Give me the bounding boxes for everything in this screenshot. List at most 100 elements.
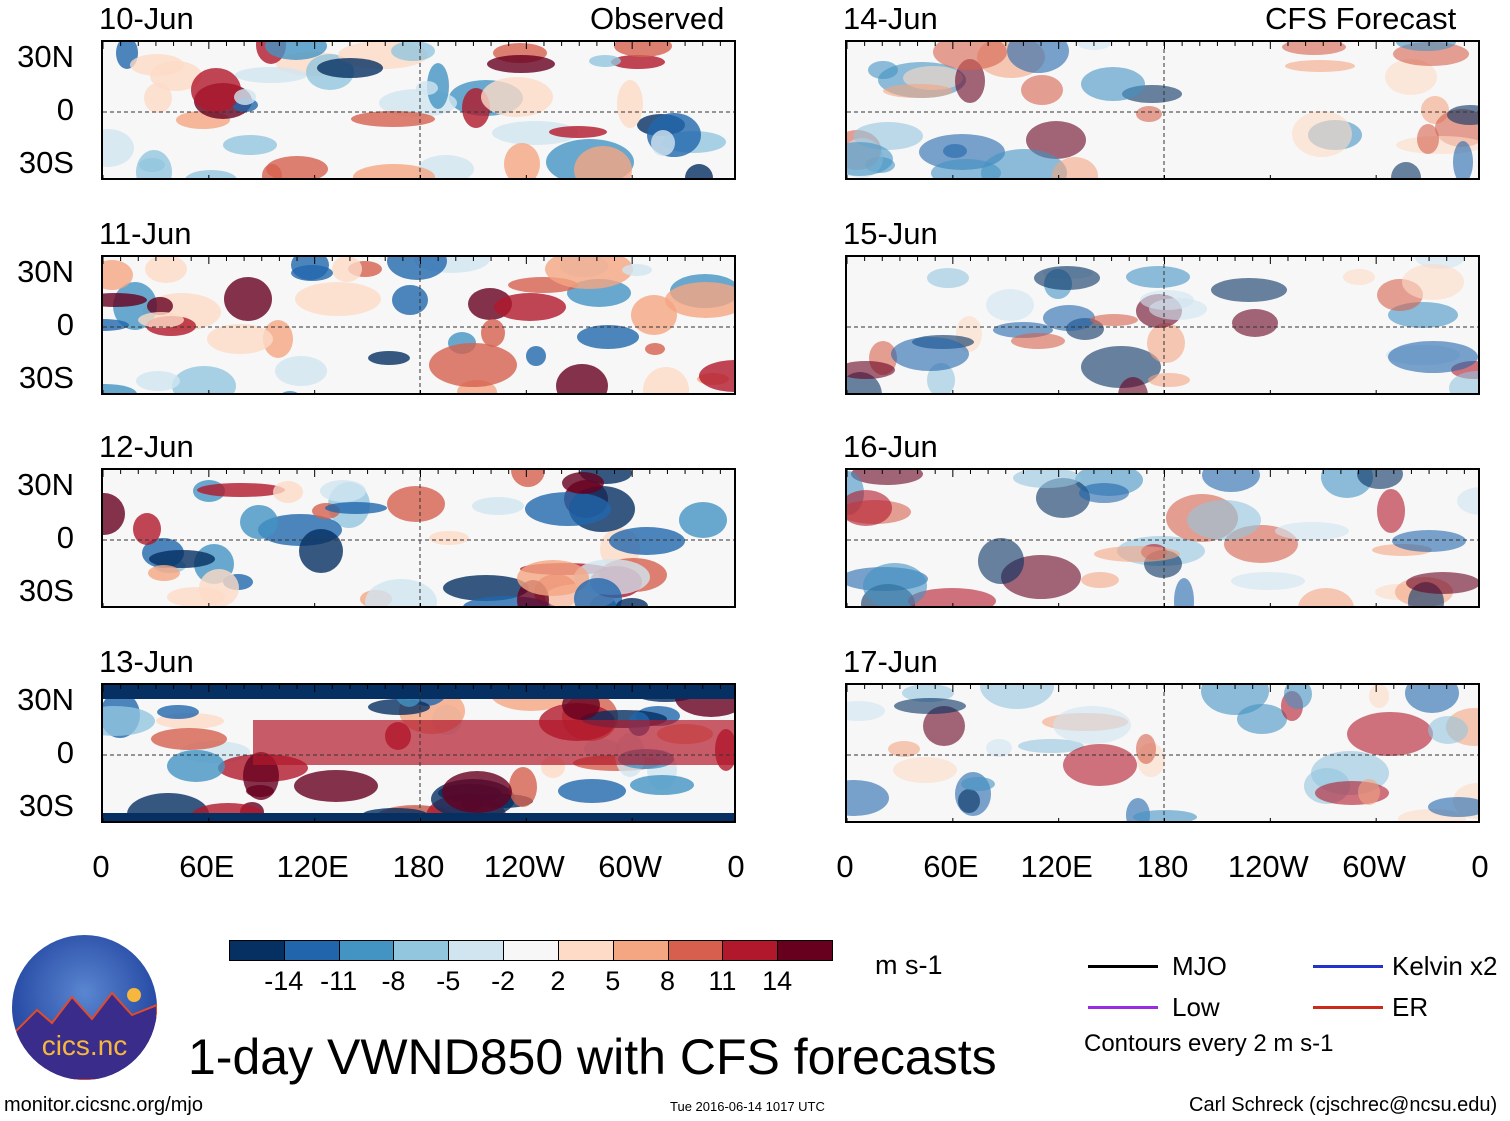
panel-date: 14-Jun <box>843 1 938 36</box>
anomaly-blob <box>1428 716 1468 744</box>
anomaly-blob <box>325 502 387 514</box>
colorbar-label: 5 <box>605 966 621 996</box>
lat-label: 0 <box>56 307 74 342</box>
legend-kelvin-line <box>1313 965 1383 968</box>
anomaly-blob <box>138 312 184 328</box>
colorbar-bin <box>557 940 614 961</box>
forecast-header: CFS Forecast <box>1265 1 1457 36</box>
anomaly-blob <box>1388 341 1478 373</box>
anomaly-blob <box>1079 483 1129 503</box>
anomaly-blob <box>157 705 199 719</box>
anomaly-blob <box>853 122 923 150</box>
anomaly-blob <box>574 146 632 178</box>
anomaly-blob <box>1385 59 1437 95</box>
lon-label: 0 <box>836 849 854 884</box>
anomaly-blob <box>1357 470 1403 489</box>
anomaly-blob <box>574 578 622 606</box>
colorbar-label: -2 <box>491 966 516 996</box>
anomaly-blob <box>558 779 626 803</box>
anomaly-blob <box>291 265 333 281</box>
footer-url[interactable]: monitor.cicsnc.org/mjo <box>4 1094 203 1116</box>
anomaly-blob <box>387 486 445 522</box>
anomaly-blob <box>1034 266 1100 290</box>
colorbar-label: -11 <box>320 966 358 996</box>
anomaly-blob <box>630 775 694 795</box>
map-panel <box>101 468 736 608</box>
anomaly-blob <box>847 361 895 379</box>
footer-author: Carl Schreck (cjschrec@ncsu.edu) <box>1189 1094 1498 1116</box>
anomaly-blob <box>427 63 449 109</box>
anomaly-blob <box>699 360 734 392</box>
anomaly-blob <box>130 54 184 76</box>
map-panel <box>101 40 736 180</box>
lon-label: 180 <box>1136 849 1189 884</box>
map-panel <box>101 683 736 823</box>
lon-label: 120E <box>276 849 349 884</box>
anomaly-blob <box>1457 487 1478 515</box>
map-panel <box>101 255 736 395</box>
anomaly-blob <box>1043 305 1095 331</box>
anomaly-blob <box>494 293 566 321</box>
anomaly-blob <box>525 492 611 526</box>
anomaly-blob <box>1284 685 1312 709</box>
anomaly-blob <box>139 158 165 172</box>
panel-date: 15-Jun <box>843 216 938 251</box>
anomaly-blob <box>103 260 133 290</box>
anomaly-blob <box>429 531 469 545</box>
anomaly-blob <box>1347 712 1433 756</box>
anomaly-blob <box>234 89 256 105</box>
map-panel <box>845 255 1480 395</box>
anomaly-blob <box>622 264 652 276</box>
anomaly-blob <box>265 42 327 60</box>
panel-date: 13-Jun <box>99 644 194 679</box>
anomaly-blob <box>1377 489 1405 533</box>
anomaly-blob <box>144 83 172 113</box>
anomaly-blob <box>616 598 648 606</box>
anomaly-blob <box>368 351 410 365</box>
anomaly-blob <box>1018 739 1084 753</box>
anomaly-blob <box>609 527 685 555</box>
anomaly-blob <box>240 505 278 539</box>
anomaly-blob <box>1406 572 1478 594</box>
anomaly-blob <box>481 319 505 347</box>
anomaly-blob <box>923 706 965 746</box>
footer-timestamp: Tue 2016-06-14 1017 UTC <box>670 1099 825 1114</box>
anomaly-blob <box>1202 470 1260 492</box>
observed-header: Observed <box>590 1 725 36</box>
anomaly-blob <box>645 343 665 355</box>
anomaly-blob <box>888 741 920 757</box>
anomaly-blob <box>1402 264 1464 300</box>
anomaly-blob <box>1292 111 1352 157</box>
colorbar-bin <box>338 940 395 961</box>
lat-label: 30S <box>18 573 74 608</box>
lon-label: 120W <box>1227 849 1309 884</box>
anomaly-blob <box>1013 470 1081 488</box>
anomaly-blob <box>1136 734 1156 764</box>
anomaly-blob <box>617 80 643 128</box>
anomaly-blob <box>266 156 328 178</box>
lat-label: 30N <box>17 682 74 717</box>
anomaly-blob <box>1343 269 1375 285</box>
legend-kelvin: Kelvin x2 <box>1392 951 1498 981</box>
anomaly-blob <box>429 343 517 387</box>
panel-date: 10-Jun <box>99 1 194 36</box>
lon-label: 120E <box>1020 849 1093 884</box>
anomaly-blob <box>263 320 293 358</box>
anomaly-blob <box>103 384 137 393</box>
legend-mjo: MJO <box>1172 951 1227 981</box>
anomaly-blob <box>133 513 161 545</box>
anomaly-blob <box>1405 685 1459 713</box>
anomaly-blob <box>1174 578 1194 606</box>
anomaly-blob <box>863 563 927 606</box>
lat-label: 30N <box>17 39 74 74</box>
colorbar-units: m s-1 <box>875 950 943 980</box>
anomaly-blob <box>391 42 435 61</box>
anomaly-blob <box>847 490 892 526</box>
panel-date: 16-Jun <box>843 429 938 464</box>
anomaly-blob <box>103 319 129 331</box>
anomaly-blob <box>1136 106 1162 122</box>
anomaly-blob <box>685 164 713 178</box>
anomaly-blob <box>167 750 225 782</box>
anomaly-blob <box>981 149 1067 178</box>
legend-low-line <box>1088 1006 1158 1009</box>
